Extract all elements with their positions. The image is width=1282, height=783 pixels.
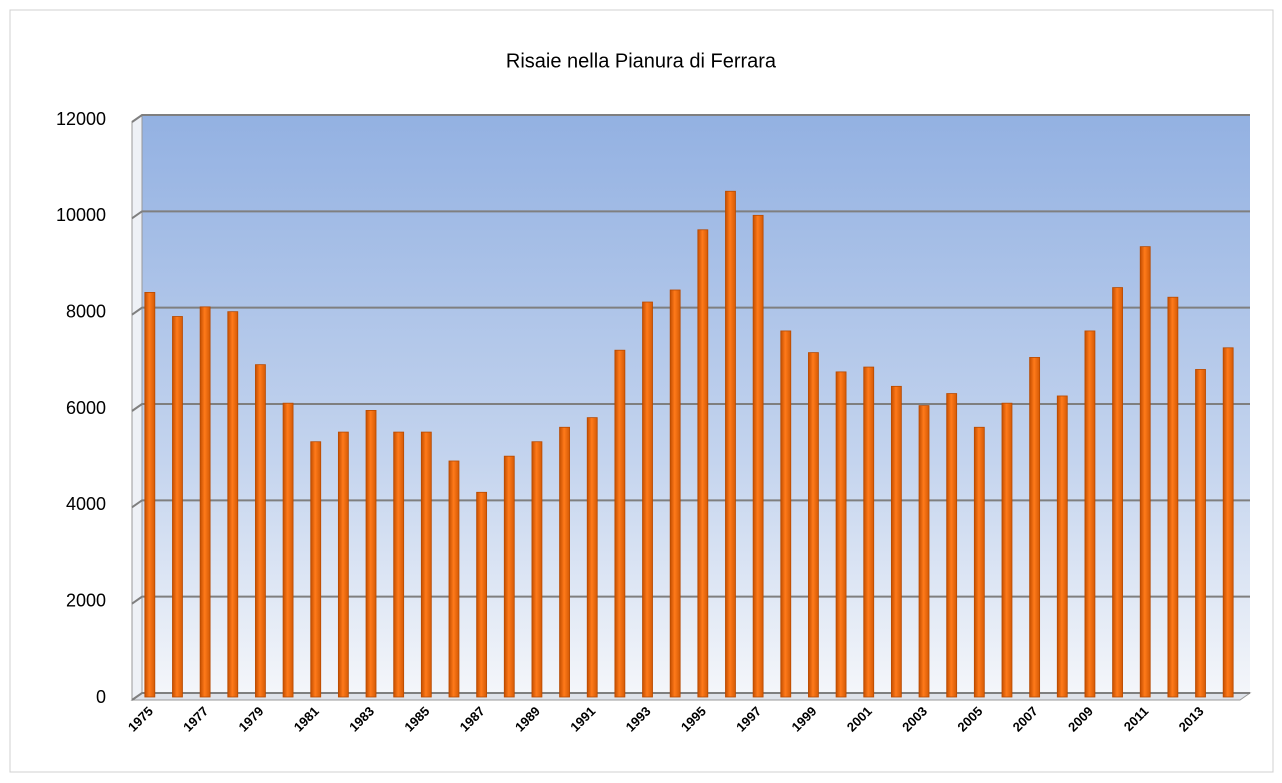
bar [725, 190, 736, 698]
y-tick-label: 6000 [66, 398, 106, 418]
bar [199, 306, 211, 698]
bar [365, 410, 377, 698]
chart-title: Risaie nella Pianura di Ferrara [506, 50, 777, 72]
bar [503, 455, 515, 698]
bar [1139, 246, 1151, 698]
grid-line [131, 595, 1250, 605]
y-tick-label: 4000 [66, 494, 106, 514]
bar [808, 352, 819, 698]
bar [531, 441, 543, 698]
bar [337, 431, 349, 698]
bar [890, 385, 902, 698]
bar [1084, 330, 1096, 698]
bar [282, 402, 294, 698]
bar [420, 431, 432, 698]
bar [1001, 402, 1013, 698]
bar [448, 460, 460, 698]
bar [752, 214, 764, 698]
bar [1222, 347, 1234, 698]
grid-line [131, 114, 1250, 123]
grid-line [131, 306, 1250, 316]
y-tick-label: 10000 [56, 205, 106, 225]
bar [1029, 357, 1041, 698]
floor [130, 692, 1252, 701]
bar [642, 301, 653, 698]
y-tick-label: 8000 [66, 301, 106, 321]
bar [172, 316, 183, 698]
bar [1167, 296, 1179, 698]
grid-line [131, 403, 1250, 412]
bar [227, 311, 239, 698]
grid-line [131, 692, 1250, 701]
grid-line [131, 210, 1250, 220]
bars [144, 190, 1234, 698]
bar [669, 289, 681, 698]
bar [863, 366, 875, 698]
bar [1056, 395, 1068, 698]
y-tick-label: 0 [96, 687, 106, 707]
bar [559, 426, 570, 698]
bar [918, 405, 930, 698]
bar [1112, 287, 1123, 698]
bar [310, 441, 322, 698]
bar [1195, 369, 1206, 698]
bar [476, 491, 488, 698]
bar [780, 330, 792, 698]
y-tick-label: 12000 [56, 109, 106, 129]
y-tick-label: 2000 [66, 590, 106, 610]
grid-line [131, 499, 1250, 509]
bar [697, 229, 709, 698]
grid [131, 114, 1250, 701]
bar [255, 364, 266, 698]
bar [586, 417, 598, 698]
bar [973, 426, 985, 698]
bar [393, 431, 405, 698]
bar [835, 371, 847, 698]
bar [144, 291, 156, 698]
bar [946, 393, 958, 698]
bar [614, 349, 626, 698]
